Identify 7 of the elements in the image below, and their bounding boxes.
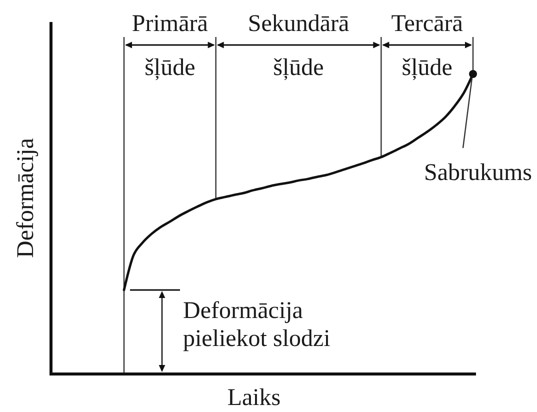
x-axis-title: Laiks xyxy=(227,385,281,411)
annotation: Sekundārā šļūde xyxy=(248,11,350,81)
annotation: Tercārā šļūde xyxy=(391,11,464,81)
y-axis-title: Deformācija xyxy=(13,138,39,258)
annotation: Primārā šļūde xyxy=(132,11,208,81)
annotation: Deformācija pieliekot slodzi xyxy=(183,298,331,352)
annotation: Sabrukums xyxy=(424,160,532,186)
